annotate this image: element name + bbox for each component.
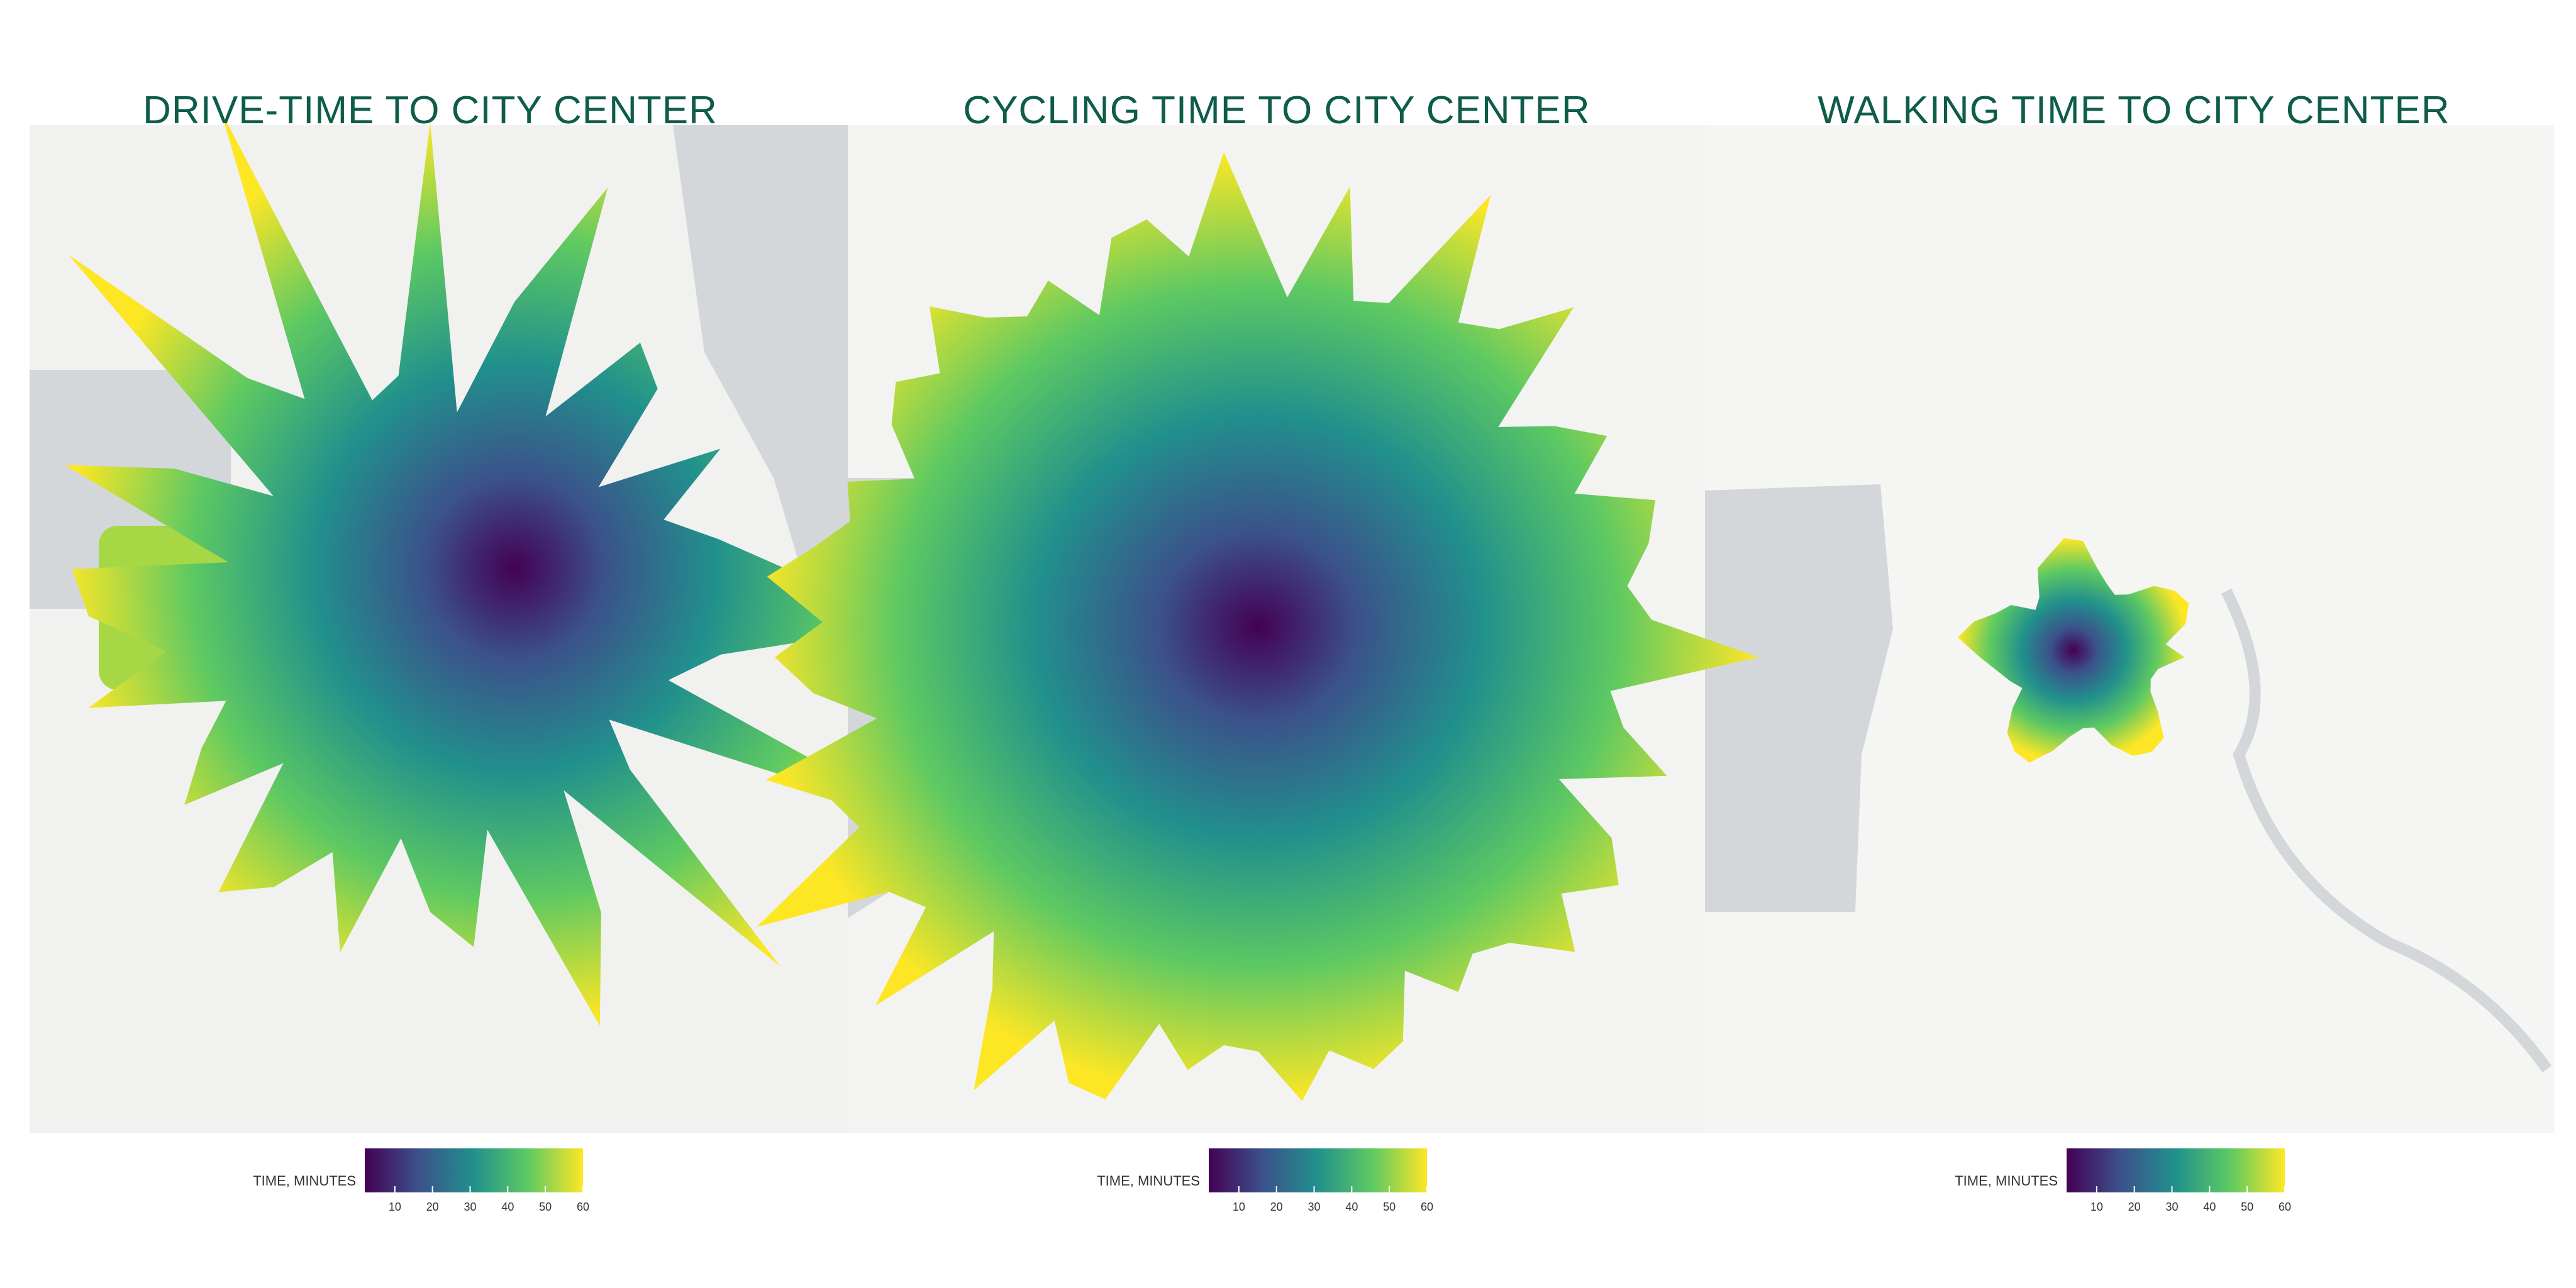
colorbar-tick-label: 10 <box>389 1201 401 1213</box>
panels: DRIVE-TIME TO CITY CENTER TIME, MINUTES 10… <box>143 89 2450 1213</box>
colorbar-tick-label: 20 <box>2128 1201 2141 1213</box>
panel-title: CYCLING TIME TO CITY CENTER <box>963 89 1590 132</box>
colorbar-tick-label: 50 <box>539 1201 552 1213</box>
isochrone <box>757 152 1759 1101</box>
colorbar-tick-label: 50 <box>1383 1201 1396 1213</box>
colorbar-tick-label: 40 <box>1345 1201 1358 1213</box>
colorbar-label: TIME, MINUTES <box>1097 1173 1200 1189</box>
water <box>673 125 848 641</box>
colorbar <box>1209 1148 1427 1192</box>
colorbar-tick-label: 40 <box>2203 1201 2216 1213</box>
isochrone <box>1958 538 2189 763</box>
colorbar-tick-label: 60 <box>2279 1201 2291 1213</box>
river <box>2221 588 2552 1073</box>
colorbar <box>2067 1148 2285 1192</box>
colorbar-tick-label: 20 <box>1270 1201 1283 1213</box>
colorbar-label: TIME, MINUTES <box>1955 1173 2058 1189</box>
isochrone <box>64 111 965 1026</box>
colorbar-label: TIME, MINUTES <box>253 1173 356 1189</box>
colorbar-tick-label: 60 <box>1421 1201 1433 1213</box>
panel-title: DRIVE-TIME TO CITY CENTER <box>143 89 718 132</box>
panel-title: WALKING TIME TO CITY CENTER <box>1818 89 2450 132</box>
colorbar-tick-label: 40 <box>501 1201 514 1213</box>
colorbar-tick-label: 20 <box>426 1201 439 1213</box>
colorbar-tick-label: 50 <box>2241 1201 2253 1213</box>
colorbar-tick-label: 30 <box>1308 1201 1321 1213</box>
water <box>1705 484 1893 912</box>
colorbar-tick-label: 30 <box>464 1201 477 1213</box>
isochrones <box>64 111 2189 1101</box>
colorbar-tick-label: 30 <box>2166 1201 2179 1213</box>
colorbar-tick-label: 60 <box>577 1201 589 1213</box>
colorbar <box>365 1148 583 1192</box>
colorbar-tick-label: 10 <box>2090 1201 2103 1213</box>
colorbar-tick-label: 10 <box>1233 1201 1245 1213</box>
